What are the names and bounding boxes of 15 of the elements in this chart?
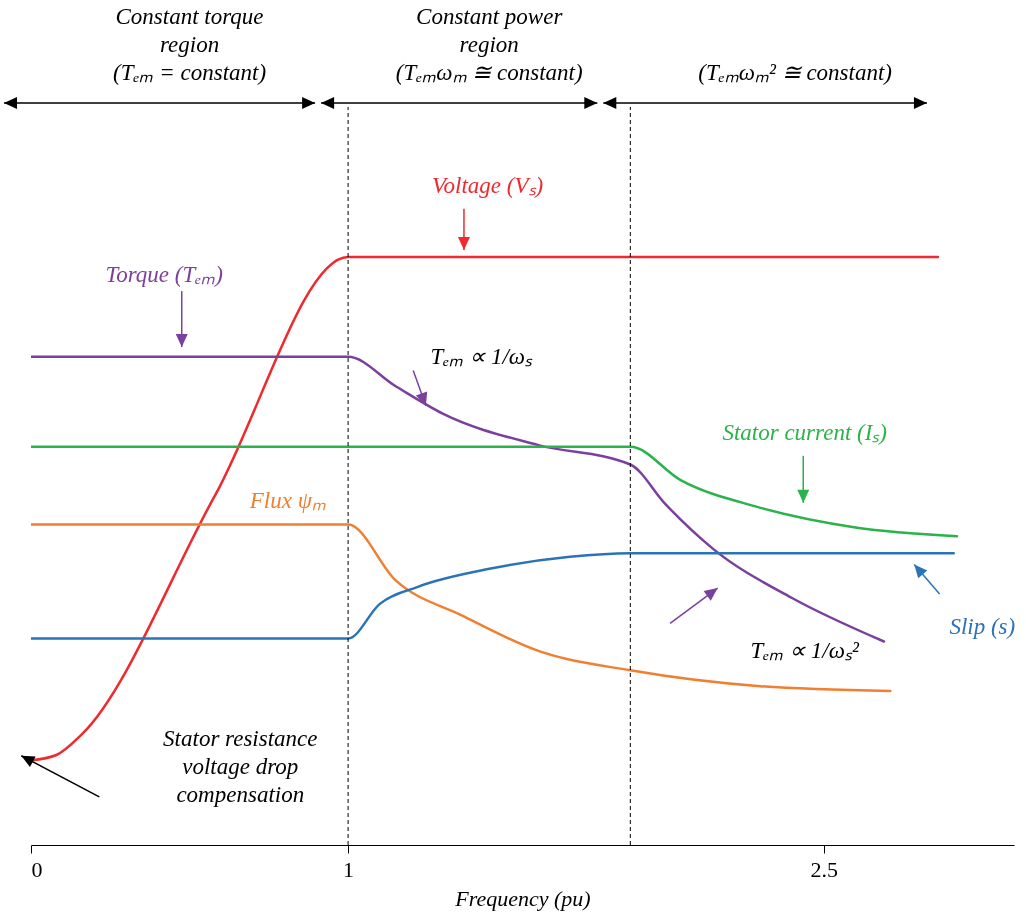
x-tick-label: 0 xyxy=(31,856,43,882)
x-tick-label: 1 xyxy=(343,856,355,882)
text: Voltage (Vₛ) xyxy=(432,173,544,199)
annotation: Tₑₘ ∝ 1/ωₛ xyxy=(430,343,533,369)
annotation: Tₑₘ ∝ 1/ωₛ² xyxy=(750,637,860,663)
series-label: Flux ψₘ xyxy=(248,487,326,513)
text: (Tₑₘωₘ² ≅ constant) xyxy=(698,60,892,85)
text: Torque (Tₑₘ) xyxy=(105,261,223,287)
legend-label: Slip (s) xyxy=(949,614,1016,640)
text: Stator current (Iₛ) xyxy=(722,420,888,446)
text: Constant power region (Tₑₘωₘ ≅ constant) xyxy=(395,4,583,85)
x-tick-label: 2.5 xyxy=(810,856,838,882)
text: Constant torque region (Tₑₘ = constant) xyxy=(112,4,267,85)
x-axis-title: Frequency (pu) xyxy=(454,885,591,911)
annotation: Stator resistance voltage drop compensation xyxy=(163,726,318,808)
